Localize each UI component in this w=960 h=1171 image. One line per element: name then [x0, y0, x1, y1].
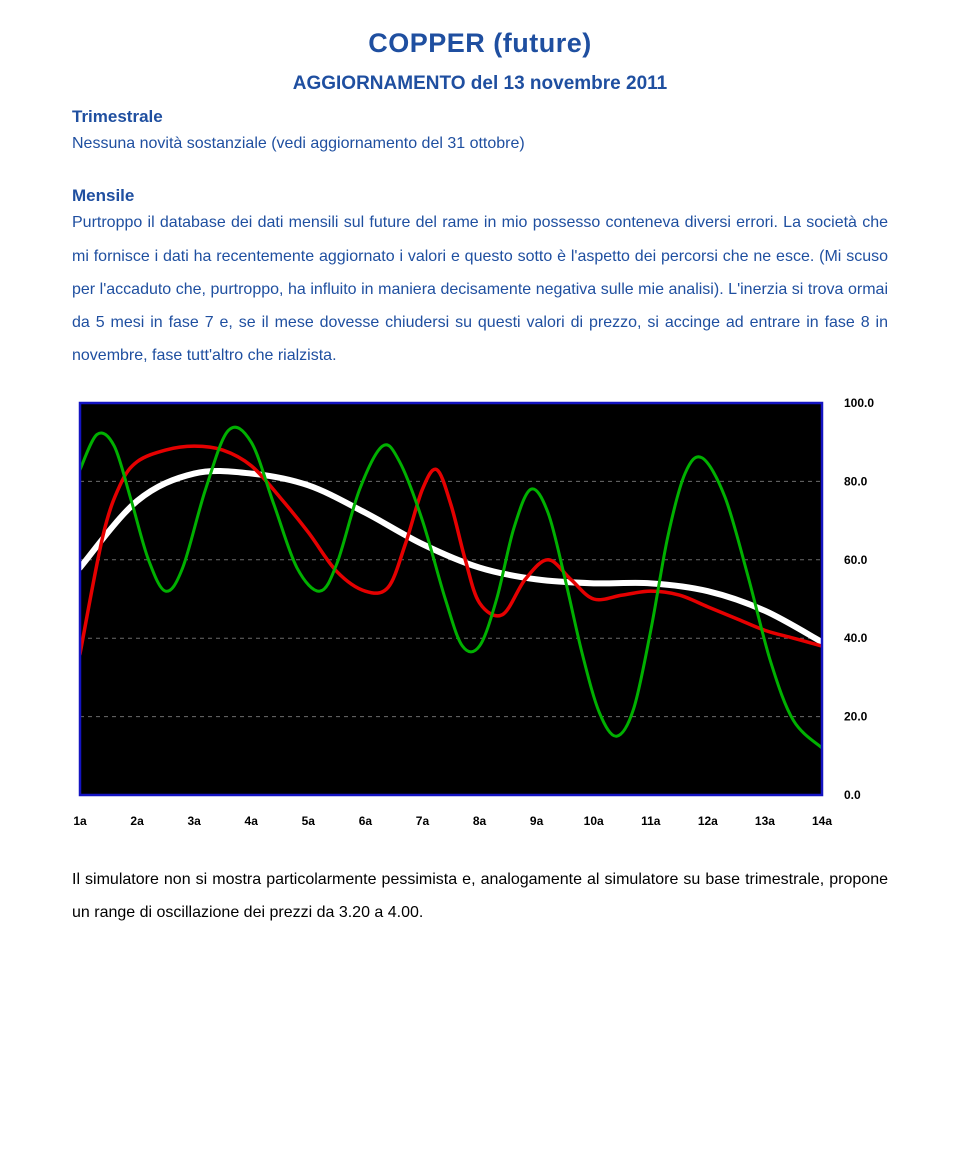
svg-text:13a: 13a — [755, 814, 775, 828]
svg-text:8a: 8a — [473, 814, 487, 828]
svg-text:1a: 1a — [73, 814, 87, 828]
svg-text:11a: 11a — [641, 814, 661, 828]
svg-text:5a: 5a — [302, 814, 316, 828]
svg-text:6a: 6a — [359, 814, 373, 828]
section-trimestrale-label: Trimestrale — [72, 107, 888, 127]
svg-text:40.0: 40.0 — [844, 631, 868, 645]
inertia-chart: 0.0 20.0 40.0 60.0 80.0 100.0 1a 2a 3a 4a 5a 6a 7a 8a… — [72, 395, 888, 835]
section-mensile-label: Mensile — [72, 186, 888, 206]
doc-title: COPPER (future) — [72, 28, 888, 59]
svg-text:9a: 9a — [530, 814, 544, 828]
svg-text:2a: 2a — [130, 814, 144, 828]
doc-subtitle: AGGIORNAMENTO del 13 novembre 2011 — [72, 73, 888, 95]
document-page: COPPER (future) AGGIORNAMENTO del 13 nov… — [0, 0, 960, 1171]
svg-text:100.0: 100.0 — [844, 396, 874, 410]
svg-text:0.0: 0.0 — [844, 788, 861, 802]
section-trimestrale-text: Nessuna novità sostanziale (vedi aggiorn… — [72, 127, 888, 160]
svg-text:60.0: 60.0 — [844, 552, 868, 566]
svg-text:80.0: 80.0 — [844, 474, 868, 488]
svg-text:14a: 14a — [812, 814, 832, 828]
svg-text:10a: 10a — [584, 814, 604, 828]
svg-text:12a: 12a — [698, 814, 718, 828]
section-mensile-text: Purtroppo il database dei dati mensili s… — [72, 206, 888, 372]
svg-text:3a: 3a — [187, 814, 201, 828]
svg-text:4a: 4a — [245, 814, 259, 828]
svg-text:20.0: 20.0 — [844, 709, 868, 723]
svg-text:7a: 7a — [416, 814, 430, 828]
footer-paragraph: Il simulatore non si mostra particolarme… — [72, 863, 888, 930]
